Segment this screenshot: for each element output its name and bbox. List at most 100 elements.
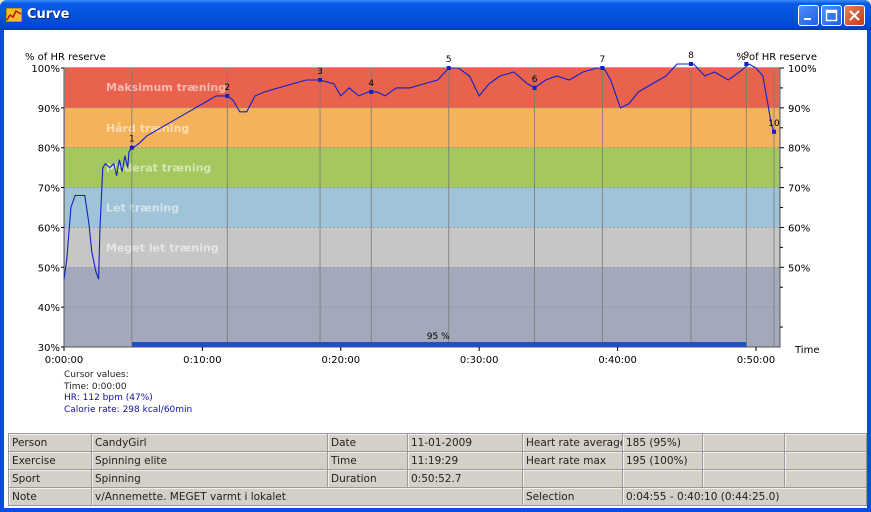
zone-band — [65, 147, 779, 188]
close-button[interactable] — [844, 5, 865, 26]
cursor-values-panel: Cursor values: Time: 0:00:00 HR: 112 bpm… — [64, 370, 192, 416]
lap-marker — [532, 85, 537, 90]
exercise-info-table: Person CandyGirl Date 11-01-2009 Heart r… — [8, 433, 867, 506]
sport-value[interactable]: Spinning — [91, 469, 328, 488]
hr-average-value: 185 (95%) — [622, 433, 703, 452]
y-tick-label-right: 50% — [788, 263, 810, 274]
lap-marker — [225, 93, 230, 98]
selection-label: Selection — [522, 487, 623, 506]
y-tick-label-left: 50% — [38, 263, 60, 274]
hr-average-label: Heart rate average — [522, 433, 623, 452]
y-tick-label-left: 60% — [38, 223, 60, 234]
lap-marker — [772, 129, 776, 134]
client-area: Maksimum træning Hård træning Moderat træn… — [4, 30, 867, 508]
y-tick-label-right: 100% — [788, 64, 817, 75]
empty-cell — [702, 469, 785, 488]
empty-cell — [702, 433, 785, 452]
y-tick-label-left: 70% — [38, 184, 60, 195]
x-tick-label: 0:40:00 — [598, 355, 637, 366]
exercise-label: Exercise — [8, 451, 92, 470]
sport-label: Sport — [8, 469, 92, 488]
person-label: Person — [8, 433, 92, 452]
zone-band — [65, 187, 779, 228]
zone-label: Meget let træning — [106, 241, 219, 254]
person-value[interactable]: CandyGirl — [91, 433, 328, 452]
lap-marker — [318, 77, 323, 82]
note-label: Note — [8, 487, 92, 506]
x-tick-label: 0:30:00 — [460, 355, 499, 366]
hr-curve-chart[interactable]: Maksimum træning Hård træning Moderat træn… — [4, 30, 867, 430]
cursor-time: Time: 0:00:00 — [64, 381, 127, 392]
lap-label: 9 — [743, 51, 749, 61]
y-tick-label-left: 40% — [38, 303, 60, 314]
zone-label: Moderat træning — [106, 162, 211, 175]
date-value[interactable]: 11-01-2009 — [407, 433, 523, 452]
minimize-button[interactable] — [798, 5, 819, 26]
lap-marker — [688, 62, 693, 67]
y-tick-label-left: 80% — [38, 144, 60, 155]
lap-marker — [600, 66, 605, 70]
empty-cell — [702, 451, 785, 470]
selection-value: 0:04:55 - 0:40:10 (0:44:25.0) — [622, 487, 867, 506]
lap-marker — [129, 145, 134, 150]
date-label: Date — [327, 433, 408, 452]
chart-app-icon — [6, 8, 22, 22]
minimize-icon — [804, 18, 811, 20]
hr-max-label: Heart rate max — [522, 451, 623, 470]
lap-label: 8 — [688, 51, 694, 61]
hr-max-value: 195 (100%) — [622, 451, 703, 470]
duration-label: Duration — [327, 469, 408, 488]
table-row: Note v/Annemette. MEGET varmt i lokalet … — [8, 487, 867, 506]
lap-label: 5 — [446, 55, 452, 65]
lap-label: 1 — [129, 135, 135, 145]
empty-cell — [784, 433, 867, 452]
selection-bar — [132, 342, 747, 347]
y-tick-label-right: 90% — [788, 104, 810, 115]
empty-cell — [784, 469, 867, 488]
zone-band — [65, 68, 779, 108]
empty-cell — [622, 469, 703, 488]
window-title: Curve — [27, 7, 70, 22]
cursor-hr: HR: 112 bpm (47%) — [64, 393, 153, 403]
lap-marker — [744, 62, 749, 67]
lap-label: 7 — [600, 55, 606, 65]
x-tick-label: 0:00:00 — [45, 355, 84, 366]
duration-value[interactable]: 0:50:52.7 — [407, 469, 523, 488]
time-label: Time — [327, 451, 408, 470]
x-tick-label: 0:10:00 — [183, 355, 222, 366]
exercise-value[interactable]: Spinning elite — [91, 451, 328, 470]
title-bar[interactable]: Curve — [0, 0, 871, 30]
zone-label: Maksimum træning — [106, 81, 226, 94]
cursor-heading: Cursor values: — [64, 370, 129, 380]
lap-label: 6 — [532, 75, 538, 85]
y-axis-label-right: % of HR reserve — [736, 52, 817, 63]
x-tick-label: 0:50:00 — [737, 355, 776, 366]
hr-series-line — [63, 63, 775, 280]
lap-label: 10 — [768, 119, 780, 129]
maximize-icon — [825, 9, 838, 22]
zone-label: Hård træning — [106, 122, 189, 135]
y-tick-label-right: 70% — [788, 184, 810, 195]
y-tick-label-left: 90% — [38, 104, 60, 115]
time-value[interactable]: 11:19:29 — [407, 451, 523, 470]
table-row: Person CandyGirl Date 11-01-2009 Heart r… — [8, 433, 867, 452]
table-row: Sport Spinning Duration 0:50:52.7 — [8, 469, 867, 488]
y-tick-label-right: 80% — [788, 144, 810, 155]
lap-label: 3 — [317, 67, 323, 77]
lap-marker — [369, 89, 374, 94]
y-tick-label-left: 100% — [31, 64, 60, 75]
zone-band — [65, 227, 779, 268]
close-icon — [849, 10, 860, 21]
empty-cell — [784, 451, 867, 470]
maximize-button[interactable] — [821, 5, 842, 26]
x-axis-label: Time — [794, 345, 819, 356]
lap-marker — [446, 66, 451, 70]
table-row: Exercise Spinning elite Time 11:19:29 He… — [8, 451, 867, 470]
note-value[interactable]: v/Annemette. MEGET varmt i lokalet — [91, 487, 523, 506]
x-tick-label: 0:20:00 — [322, 355, 361, 366]
selection-percent-label: 95 % — [427, 332, 450, 342]
y-axis-label-left: % of HR reserve — [25, 52, 106, 63]
lap-label: 4 — [368, 79, 374, 89]
empty-cell — [522, 469, 623, 488]
